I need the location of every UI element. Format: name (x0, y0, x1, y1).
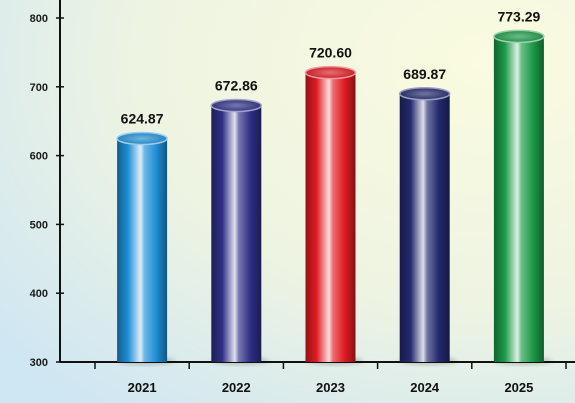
y-tick-label: 300 (30, 357, 48, 369)
bar-body (493, 36, 544, 363)
bar-cap (493, 29, 545, 44)
y-tick-label: 600 (30, 151, 48, 163)
data-label-2022: 672.86 (215, 77, 258, 93)
data-label-2025: 773.29 (497, 8, 540, 24)
x-tick-label-2023: 2023 (316, 380, 345, 395)
bar-body (117, 138, 168, 362)
data-label-2021: 624.87 (121, 110, 164, 126)
y-tick-label: 700 (30, 82, 48, 94)
bar-cap (304, 65, 357, 80)
y-tick-label: 400 (30, 288, 48, 300)
bar-2021 (116, 131, 176, 365)
data-label-2023: 720.60 (309, 45, 352, 61)
bar-cap (210, 98, 263, 113)
bar-2025 (493, 29, 552, 365)
x-tick-label-2024: 2024 (410, 380, 440, 395)
bar-2023 (304, 65, 364, 365)
y-tick-label: 500 (30, 219, 48, 231)
bar-2022 (210, 98, 270, 365)
data-label-2024: 689.87 (403, 66, 446, 82)
bar-cap (398, 87, 451, 101)
bar-cap (116, 131, 168, 146)
x-tick-label-2021: 2021 (128, 380, 157, 395)
bar-body (211, 105, 262, 362)
x-tick-label-2022: 2022 (222, 380, 251, 395)
y-tick-label: 800 (30, 13, 48, 25)
bar-2024 (398, 87, 458, 365)
bar-body (399, 93, 450, 362)
bar-body (305, 72, 356, 362)
x-tick-label-2025: 2025 (504, 380, 533, 395)
